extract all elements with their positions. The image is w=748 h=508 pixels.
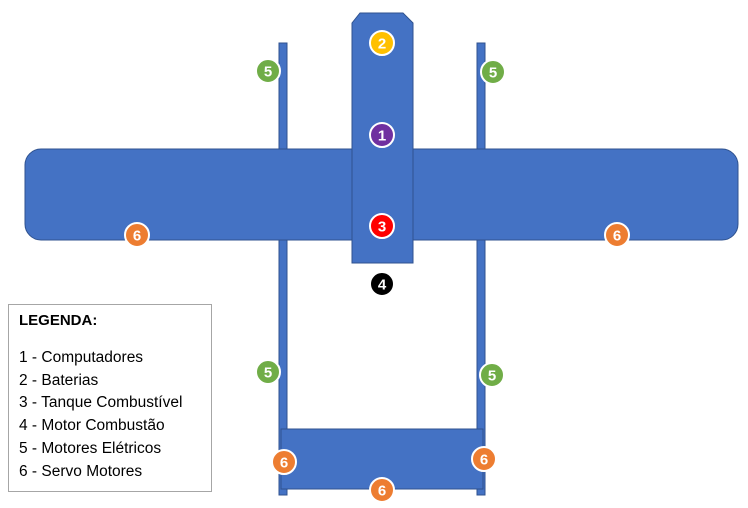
marker-label: 6 [613, 228, 621, 245]
left-tail-boom [278, 42, 288, 496]
marker-electric-motor-rear-right: 5 [479, 362, 505, 388]
legend-item-electric-motors: 5 - Motores Elétricos [19, 439, 162, 457]
marker-computers: 1 [369, 122, 395, 148]
marker-label: 2 [378, 36, 386, 53]
marker-label: 1 [378, 128, 386, 145]
marker-label: 6 [378, 483, 386, 500]
marker-servo-tail-right: 6 [471, 446, 497, 472]
marker-electric-motor-rear-left: 5 [255, 359, 281, 385]
marker-fuel-tank: 3 [369, 213, 395, 239]
marker-electric-motor-front-left: 5 [255, 58, 281, 84]
marker-label: 4 [378, 277, 387, 294]
legend-item-computers: 1 - Computadores [19, 349, 144, 366]
right-tail-boom [476, 42, 486, 496]
legend-item-fuel-tank: 3 - Tanque Combustível [19, 394, 183, 412]
marker-label: 6 [133, 228, 141, 245]
marker-label: 5 [489, 65, 497, 82]
marker-combustion-engine: 4 [369, 271, 395, 297]
legend-title: LEGENDA: [19, 312, 98, 329]
marker-servo-tail-left: 6 [271, 449, 297, 475]
marker-servo-right-wing: 6 [604, 222, 630, 248]
marker-servo-tail-center: 6 [369, 477, 395, 503]
marker-label: 5 [264, 365, 272, 382]
marker-label: 6 [480, 452, 488, 469]
legend-item-servo-motors: 6 - Servo Motores [19, 462, 143, 480]
legend-item-combustion-engine: 4 - Motor Combustão [19, 417, 165, 435]
marker-servo-left-wing: 6 [124, 222, 150, 248]
legend-item-batteries: 2 - Baterias [19, 371, 99, 389]
marker-label: 6 [280, 455, 288, 472]
marker-electric-motor-front-right: 5 [480, 59, 506, 85]
marker-batteries: 2 [369, 30, 395, 56]
legend-box: LEGENDA: 1 - Computadores 2 - Baterias 3… [8, 304, 212, 492]
marker-label: 5 [264, 64, 272, 81]
marker-label: 3 [378, 219, 386, 236]
marker-label: 5 [488, 368, 496, 385]
